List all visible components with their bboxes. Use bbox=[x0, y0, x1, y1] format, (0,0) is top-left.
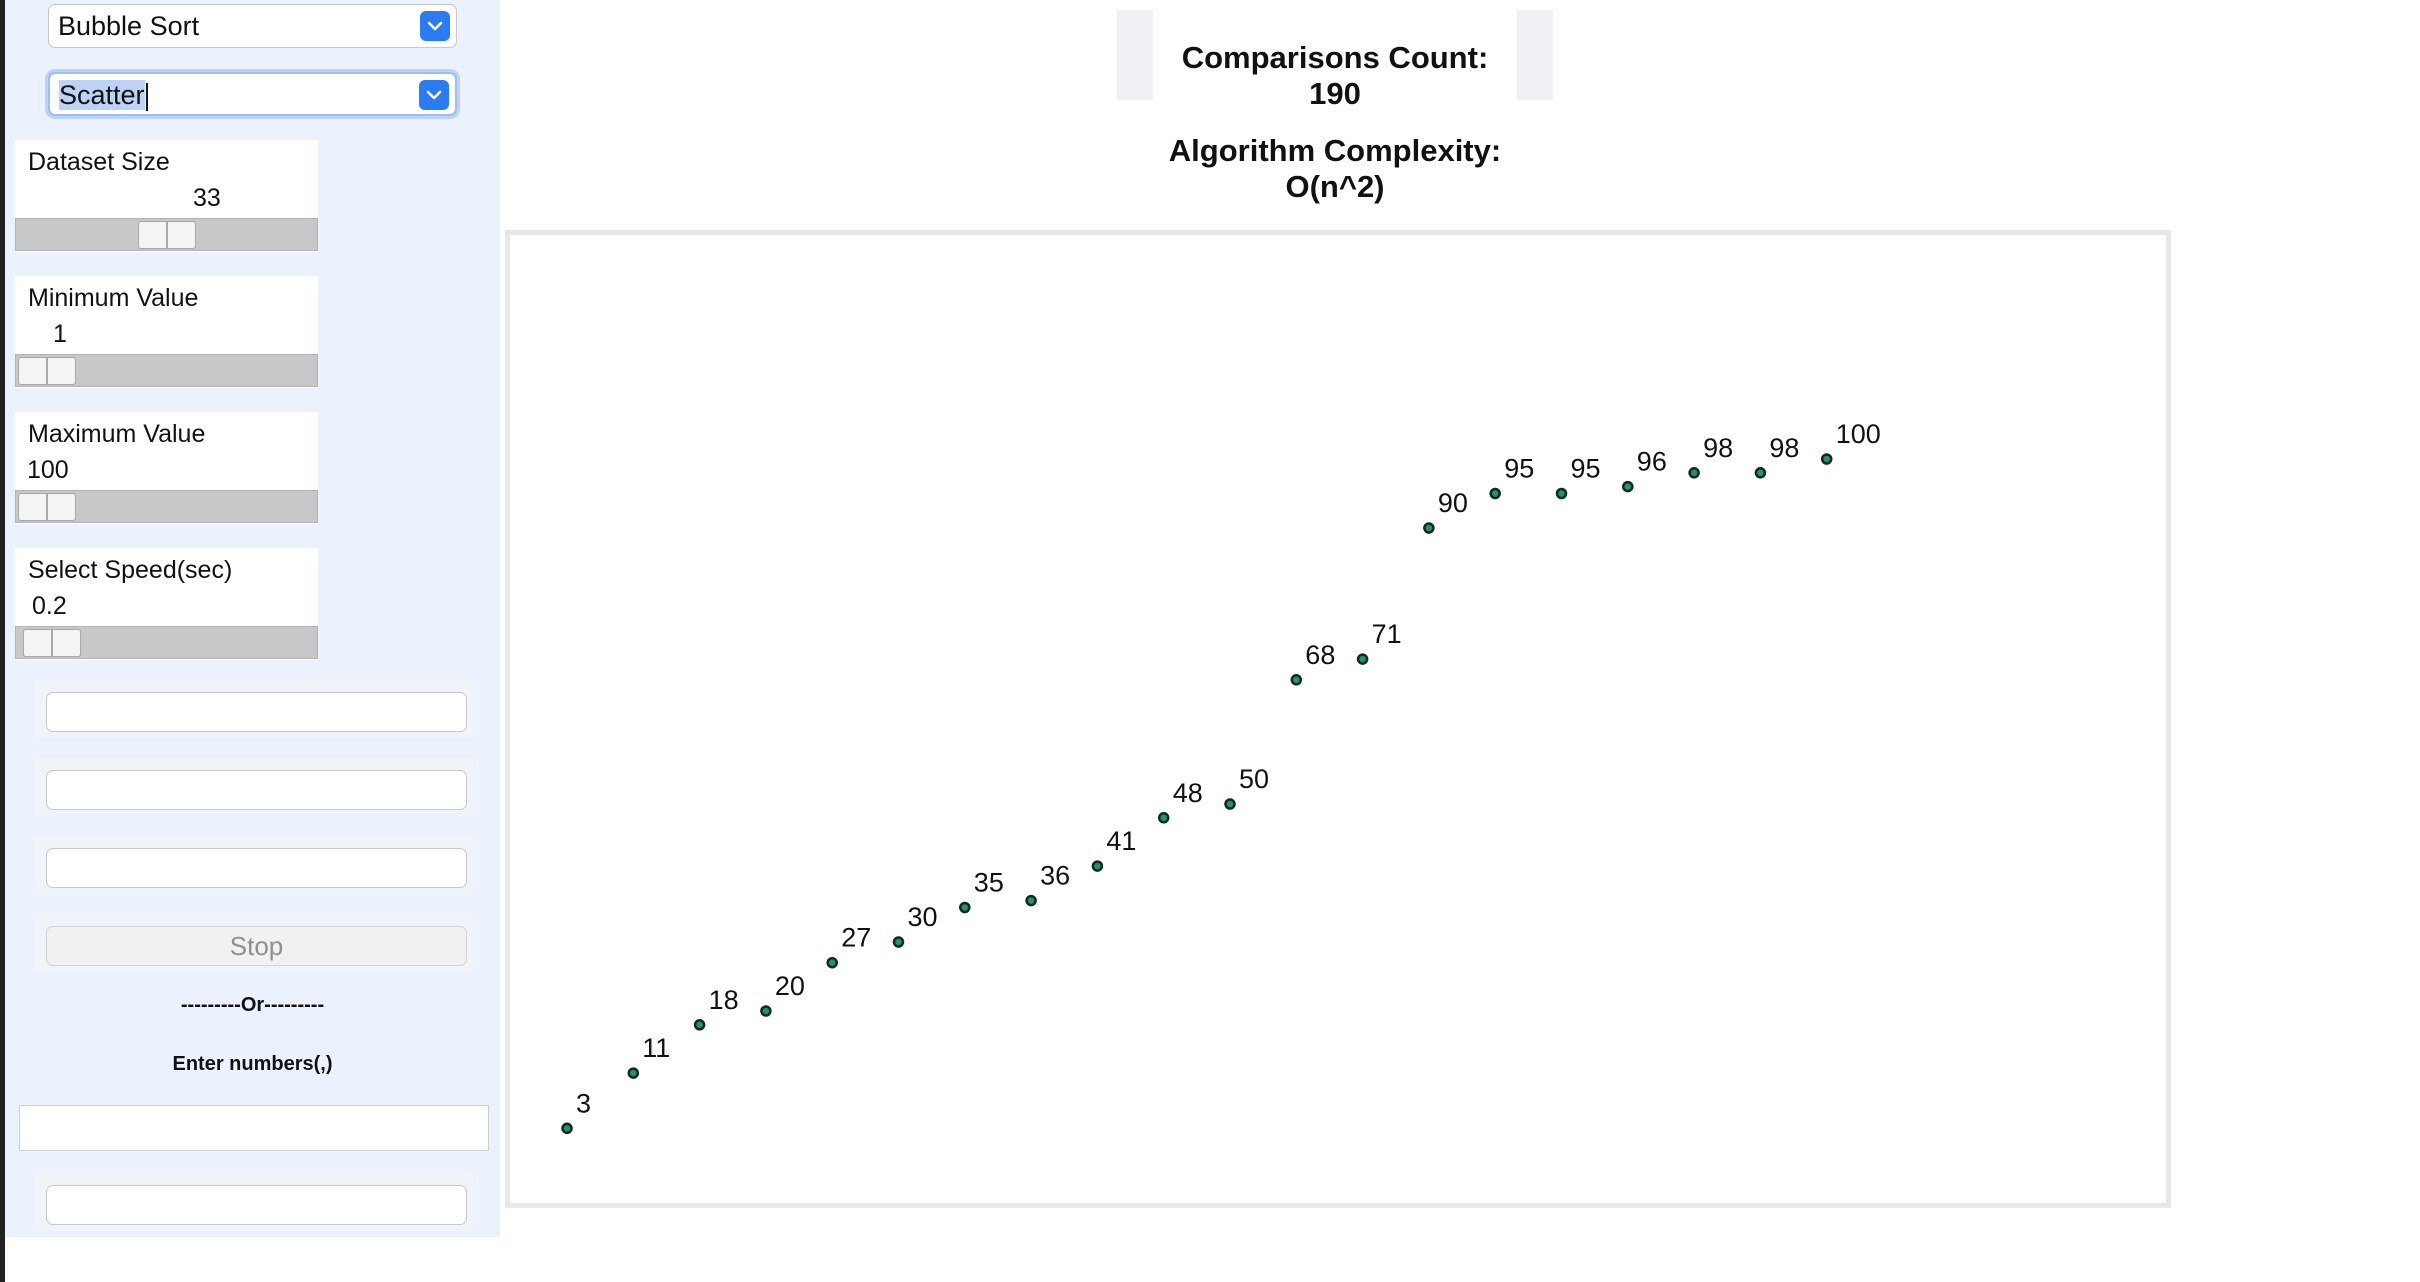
submit-button-slot bbox=[35, 1173, 473, 1231]
submit-button[interactable] bbox=[46, 1185, 467, 1225]
sidebar: Bubble Sort Scatter Dataset Size 33 Mini… bbox=[5, 0, 500, 1237]
point-value-label: 71 bbox=[1372, 619, 1402, 649]
slider-thumb[interactable] bbox=[18, 357, 76, 385]
scatter-point bbox=[959, 901, 971, 914]
slider-thumb[interactable] bbox=[22, 629, 81, 657]
point-value-label: 3 bbox=[576, 1088, 591, 1118]
action-button-2[interactable] bbox=[46, 770, 467, 810]
algorithm-select[interactable]: Bubble Sort bbox=[48, 4, 457, 48]
scatter-point bbox=[826, 956, 838, 969]
chart-type-select-value: Scatter bbox=[59, 80, 145, 110]
point-value-label: 11 bbox=[642, 1033, 670, 1063]
point-value-label: 36 bbox=[1040, 861, 1070, 891]
speed-slider: Select Speed(sec) 0.2 bbox=[15, 548, 318, 660]
text-cursor bbox=[145, 82, 148, 111]
slider-track[interactable] bbox=[15, 626, 318, 659]
point-value-label: 90 bbox=[1438, 488, 1468, 518]
scatter-point bbox=[1025, 894, 1037, 907]
scatter-point bbox=[1688, 467, 1700, 479]
scatter-point bbox=[1091, 860, 1104, 872]
slider-label: Minimum Value bbox=[28, 284, 199, 312]
scatter-point bbox=[1157, 812, 1170, 824]
action-button-1[interactable] bbox=[46, 692, 467, 732]
point-value-label: 30 bbox=[908, 902, 938, 932]
slider-value: 100 bbox=[27, 456, 69, 484]
slider-value: 1 bbox=[53, 320, 67, 348]
point-value-label: 98 bbox=[1769, 433, 1799, 463]
point-value-label: 95 bbox=[1504, 454, 1534, 484]
slider-value: 0.2 bbox=[32, 592, 67, 620]
scatter-point bbox=[760, 1005, 772, 1017]
scatter-point bbox=[1356, 653, 1369, 665]
comparisons-count: Comparisons Count: 190 bbox=[1181, 40, 1489, 111]
point-value-label: 95 bbox=[1571, 454, 1601, 484]
slider-label: Dataset Size bbox=[28, 148, 170, 176]
chart-type-select[interactable]: Scatter bbox=[48, 72, 457, 116]
scatter-point bbox=[892, 936, 905, 948]
slider-label: Maximum Value bbox=[28, 420, 206, 448]
panel-pad-right bbox=[1517, 10, 1553, 100]
chevron-down-icon[interactable] bbox=[419, 80, 449, 110]
point-value-label: 27 bbox=[841, 923, 871, 953]
scatter-point bbox=[1423, 522, 1435, 534]
scatter-point bbox=[1622, 480, 1634, 493]
scatter-point bbox=[1820, 453, 1833, 465]
scatter-point bbox=[1290, 674, 1303, 686]
comparisons-panel: Comparisons Count: 190 bbox=[1117, 10, 1553, 111]
panel-pad-left bbox=[1117, 10, 1153, 100]
numbers-input[interactable] bbox=[19, 1105, 489, 1151]
or-divider: ---------Or--------- bbox=[180, 994, 325, 1016]
point-value-label: 20 bbox=[775, 971, 805, 1001]
point-value-label: 35 bbox=[974, 868, 1004, 898]
scatter-point bbox=[1754, 467, 1767, 479]
dataset-size-slider: Dataset Size 33 bbox=[15, 140, 318, 252]
slider-label: Select Speed(sec) bbox=[28, 556, 233, 584]
stop-button-slot: Stop bbox=[35, 914, 473, 972]
algorithm-select-value: Bubble Sort bbox=[58, 11, 200, 41]
action-button-3[interactable] bbox=[46, 848, 467, 888]
window-edge bbox=[0, 0, 5, 1282]
slider-value: 33 bbox=[193, 184, 221, 212]
minimum-value-slider: Minimum Value 1 bbox=[15, 276, 318, 388]
action-button-slot-1 bbox=[35, 680, 473, 738]
point-value-label: 96 bbox=[1637, 447, 1667, 477]
scatter-point bbox=[627, 1067, 640, 1079]
scatter-point bbox=[1489, 487, 1501, 500]
slider-track[interactable] bbox=[15, 490, 318, 523]
slider-track[interactable] bbox=[15, 354, 318, 387]
scatter-point bbox=[1555, 487, 1568, 500]
point-value-label: 68 bbox=[1305, 640, 1335, 670]
action-button-slot-3 bbox=[35, 836, 473, 894]
scatter-chart-frame: 3 11 18 20 27 30 35 36 41 48 50 68 71 90 95 95 96 98 98 100 bbox=[505, 230, 2171, 1208]
scatter-point bbox=[693, 1019, 706, 1031]
slider-thumb[interactable] bbox=[137, 221, 196, 249]
point-value-label: 18 bbox=[709, 985, 739, 1015]
algorithm-complexity: Algorithm Complexity: O(n^2) bbox=[1168, 133, 1502, 204]
action-button-slot-2 bbox=[35, 758, 473, 816]
scatter-point bbox=[1224, 798, 1236, 810]
enter-numbers-label: Enter numbers(,) bbox=[172, 1053, 333, 1075]
stop-button[interactable]: Stop bbox=[46, 926, 467, 966]
point-value-label: 100 bbox=[1836, 419, 1881, 449]
slider-thumb[interactable] bbox=[18, 493, 76, 521]
slider-track[interactable] bbox=[15, 218, 318, 251]
point-value-label: 41 bbox=[1106, 826, 1136, 856]
point-value-label: 50 bbox=[1239, 764, 1269, 794]
point-value-label: 98 bbox=[1703, 433, 1733, 463]
scatter-point bbox=[561, 1122, 573, 1135]
point-value-label: 48 bbox=[1173, 778, 1203, 808]
chevron-down-icon[interactable] bbox=[420, 11, 450, 41]
maximum-value-slider: Maximum Value 100 bbox=[15, 412, 318, 524]
scatter-chart: 3 11 18 20 27 30 35 36 41 48 50 68 71 90 95 95 96 98 98 100 bbox=[561, 419, 1881, 1135]
